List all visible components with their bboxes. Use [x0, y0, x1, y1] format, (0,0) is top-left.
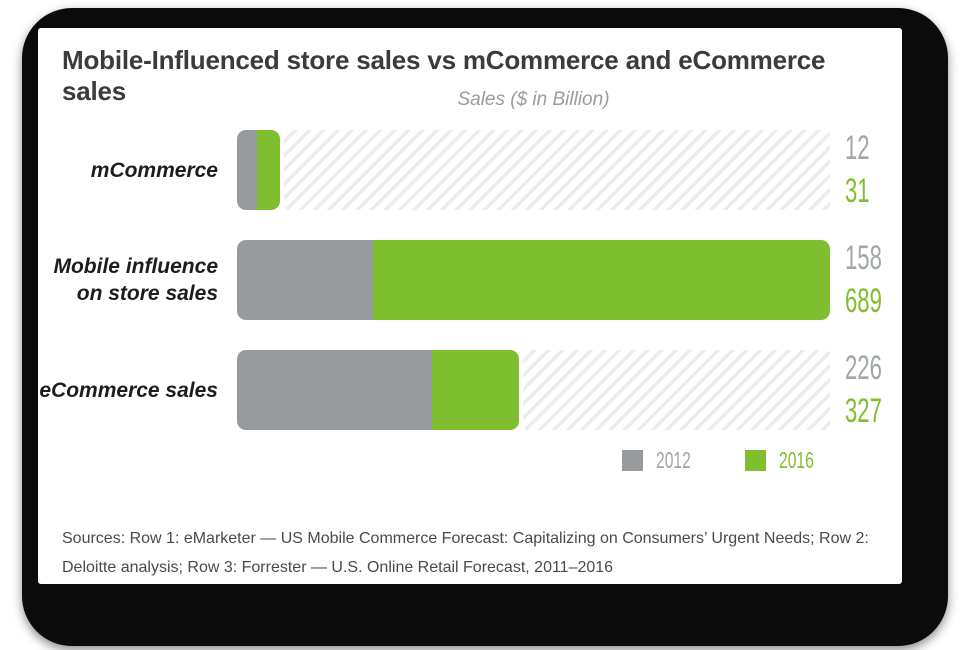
- value-2016: 327: [845, 392, 882, 430]
- legend-swatch-2012: [621, 449, 643, 471]
- value-2012: 158: [845, 239, 882, 277]
- bar-track: [237, 130, 830, 210]
- row-label-line: eCommerce sales: [39, 378, 218, 402]
- bar-2016-segment: [257, 130, 280, 210]
- sources-line-2: Deloitte analysis; Row 3: Forrester — U.…: [62, 559, 614, 576]
- row-label: Mobile influence on store sales: [38, 240, 218, 320]
- legend: 2012 2016: [621, 447, 830, 473]
- legend-label-2016: 2016: [778, 447, 814, 473]
- value-2012: 12: [845, 129, 870, 167]
- legend-item-2012: 2012: [621, 447, 707, 473]
- bar-2016-segment: [373, 240, 830, 320]
- bar-2012-segment: [237, 350, 432, 430]
- infographic-card: Mobile-Influenced store sales vs mCommer…: [38, 28, 902, 584]
- value-2012: 226: [845, 349, 882, 387]
- bar-track: [237, 240, 830, 320]
- value-labels: 226 327: [845, 350, 905, 430]
- hatch-remainder: [284, 130, 830, 210]
- chart-title: Mobile-Influenced store sales vs mCommer…: [62, 45, 826, 106]
- row-label: eCommerce sales: [38, 350, 218, 430]
- bar-2016-segment: [432, 350, 519, 430]
- value-labels: 158 689: [845, 240, 905, 320]
- row-label-line: mCommerce: [90, 158, 218, 182]
- row-label-line: on store sales: [76, 282, 218, 305]
- legend-swatch-2016: [744, 449, 766, 471]
- bar-track: [237, 350, 830, 430]
- bar-row-ecommerce: eCommerce sales 226 327: [38, 350, 902, 430]
- row-label-line: Mobile influence: [53, 255, 218, 278]
- bar-row-mcommerce: mCommerce 12 31: [38, 130, 902, 210]
- legend-item-2016: 2016: [744, 447, 830, 473]
- bar-colored-group: [237, 240, 830, 320]
- hatch-remainder: [523, 350, 830, 430]
- row-label: mCommerce: [38, 130, 218, 210]
- bar-colored-group: [237, 350, 519, 430]
- bar-2012-segment: [237, 130, 257, 210]
- value-2016: 31: [845, 172, 870, 210]
- value-2016: 689: [845, 282, 882, 320]
- chart-axis-label: Sales ($ in Billion): [457, 89, 610, 110]
- sources-line-1: Sources: Row 1: eMarketer — US Mobile Co…: [62, 530, 869, 547]
- legend-label-2012: 2012: [655, 447, 691, 473]
- bar-2012-segment: [237, 240, 373, 320]
- bar-row-mobile-influence: Mobile influence on store sales 158 689: [38, 240, 902, 320]
- sources: Sources: Row 1: eMarketer — US Mobile Co…: [62, 524, 882, 582]
- bar-colored-group: [237, 130, 280, 210]
- value-labels: 12 31: [845, 130, 905, 210]
